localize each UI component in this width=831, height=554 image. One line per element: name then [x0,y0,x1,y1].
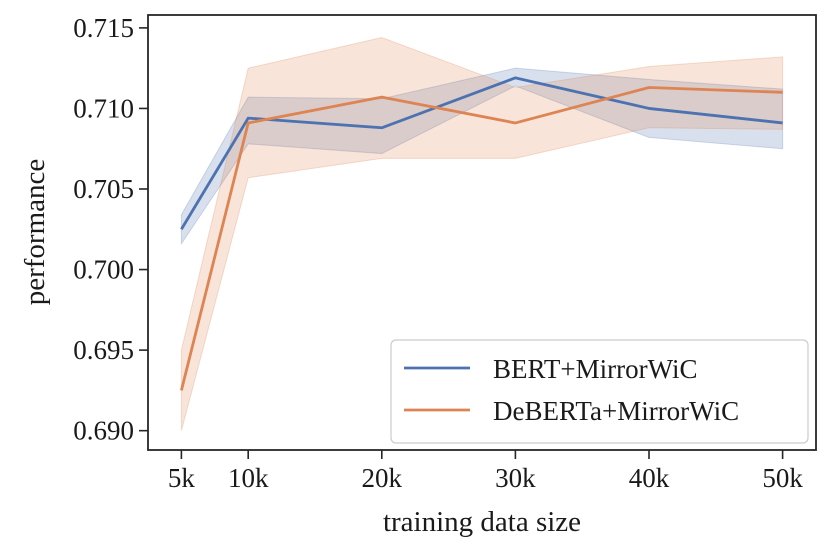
y-tick-label: 0.700 [73,255,134,285]
y-tick-label: 0.715 [73,13,134,43]
x-axis-label: training data size [383,506,581,538]
legend-label-deberta: DeBERTa+MirrorWiC [493,396,739,426]
series-lines [180,76,783,391]
band-deberta-mirrorwic [180,37,784,431]
legend-label-bert: BERT+MirrorWiC [493,354,698,384]
x-tick-label: 5k [168,463,196,493]
y-tick-label: 0.710 [73,93,134,123]
confidence-bands [180,37,784,431]
x-tick-label: 40k [629,463,670,493]
legend: BERT+MirrorWiC DeBERTa+MirrorWiC [390,339,809,444]
legend-box [390,339,809,444]
line-deberta-mirrorwic [180,86,783,391]
x-tick-label: 30k [495,463,536,493]
y-tick-label: 0.705 [73,174,134,204]
plot-frame [147,14,817,451]
band-bert-mirrorwic [180,67,784,246]
line-bert-mirrorwic [180,76,783,230]
x-tick-label: 10k [228,463,269,493]
x-tick-label: 50k [762,463,803,493]
x-axis: 5k 10k 20k 30k 40k 50k [168,450,803,493]
y-tick-label: 0.690 [73,416,134,446]
y-tick-label: 0.695 [73,335,134,365]
x-tick-label: 20k [362,463,403,493]
y-axis-label: performance [19,159,51,306]
y-axis: 0.690 0.695 0.700 0.705 0.710 0.715 [73,13,148,446]
